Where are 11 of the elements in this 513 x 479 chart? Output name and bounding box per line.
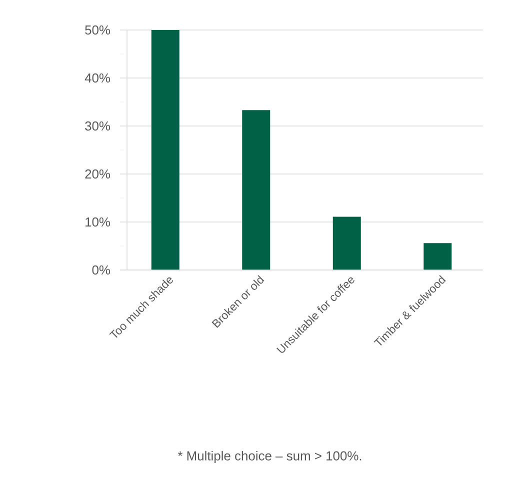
- y-tick-label: 10%: [86, 217, 110, 227]
- y-tick-label: 0%: [92, 265, 110, 275]
- bar: [151, 30, 180, 270]
- bar: [242, 110, 270, 270]
- y-tick-label: 50%: [85, 25, 110, 35]
- y-tick-label: 20%: [85, 169, 110, 179]
- text: * Multiple choice – sum > 100%.: [178, 450, 362, 464]
- y-tick-label: 30%: [85, 121, 110, 131]
- bar: [332, 216, 361, 270]
- y-tick-label: 40%: [84, 73, 110, 83]
- bar: [424, 243, 452, 270]
